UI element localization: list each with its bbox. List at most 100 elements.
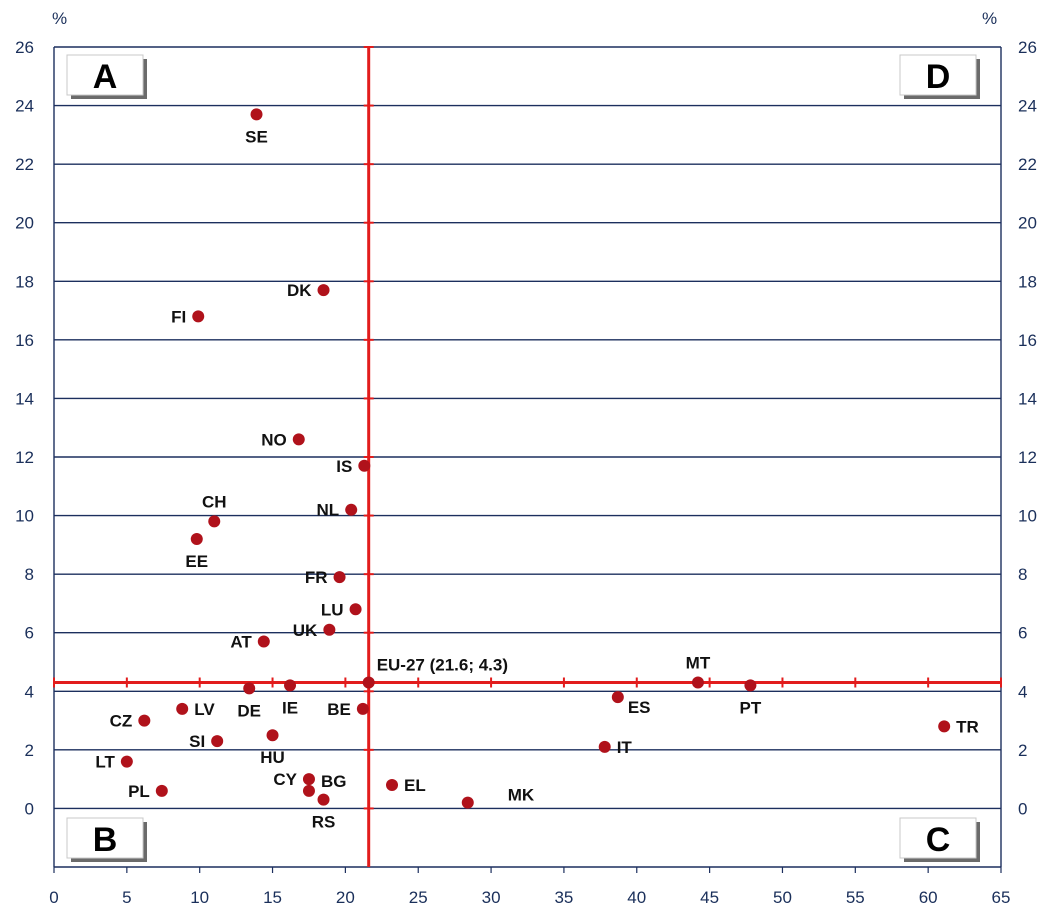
point-rs: RS: [312, 793, 336, 832]
point-marker: [317, 793, 330, 806]
point-ie: IE: [282, 679, 298, 717]
point-pl: PL: [128, 782, 168, 801]
point-at: AT: [230, 633, 270, 652]
point-marker: [176, 702, 189, 715]
point-label: CH: [202, 492, 227, 511]
eu27-point: [362, 676, 375, 689]
point-label: LT: [95, 753, 115, 772]
point-label: NO: [261, 430, 287, 449]
y-tick-left-14: 14: [15, 389, 34, 408]
eu27-label: EU-27 (21.6; 4.3): [377, 656, 508, 675]
x-tick-20: 20: [336, 888, 355, 907]
point-ee: EE: [185, 533, 208, 571]
point-marker: [292, 433, 305, 446]
point-no: NO: [261, 430, 305, 449]
point-uk: UK: [293, 621, 336, 640]
y-tick-right-12: 12: [1018, 448, 1037, 467]
point-pt: PT: [740, 679, 762, 717]
point-label: LU: [321, 600, 344, 619]
x-tick-30: 30: [482, 888, 501, 907]
point-mk: MK: [461, 786, 535, 809]
y-tick-left-22: 22: [15, 155, 34, 174]
point-marker: [938, 720, 951, 733]
y-tick-left-24: 24: [15, 97, 34, 116]
y-unit-left: %: [52, 9, 67, 28]
y-tick-left-2: 2: [25, 741, 34, 760]
point-marker: [691, 676, 704, 689]
point-nl: NL: [317, 501, 358, 520]
x-tick-5: 5: [122, 888, 131, 907]
point-label: DK: [287, 281, 312, 300]
point-marker: [598, 740, 611, 753]
point-label: BG: [321, 772, 347, 791]
quadrant-box: [66, 817, 144, 859]
x-tick-0: 0: [49, 888, 58, 907]
point-marker: [323, 623, 336, 636]
point-cy: CY: [273, 770, 315, 789]
point-label: IS: [336, 457, 352, 476]
point-marker: [358, 459, 371, 472]
quadrant-box: [899, 817, 977, 859]
point-label: PT: [740, 698, 762, 717]
x-tick-35: 35: [554, 888, 573, 907]
point-label: TR: [956, 717, 979, 736]
point-is: IS: [336, 457, 371, 476]
y-tick-left-0: 0: [25, 799, 34, 818]
quadrant-a: A: [66, 54, 147, 99]
y-tick-right-0: 0: [1018, 799, 1027, 818]
point-label: UK: [293, 621, 318, 640]
x-tick-65: 65: [992, 888, 1011, 907]
quadrant-d: D: [899, 54, 980, 99]
point-marker: [302, 773, 315, 786]
point-marker: [138, 714, 151, 727]
point-marker: [257, 635, 270, 648]
point-label: FR: [305, 568, 328, 587]
point-it: IT: [598, 738, 632, 757]
quadrant-box: [899, 54, 977, 96]
point-marker: [386, 779, 399, 791]
x-axis: 0 5 10 15 20 25 30 35 40 45 50 55 60 65: [49, 867, 1010, 907]
point-label: SE: [245, 127, 268, 146]
y-tick-right-8: 8: [1018, 565, 1027, 584]
y-tick-left-20: 20: [15, 214, 34, 233]
point-ch: CH: [202, 492, 227, 528]
y-tick-right-6: 6: [1018, 624, 1027, 643]
quadrant-label: C: [926, 821, 951, 859]
x-tick-60: 60: [919, 888, 938, 907]
point-marker: [250, 108, 263, 121]
y-tick-right-2: 2: [1018, 741, 1027, 760]
point-es: ES: [611, 691, 651, 717]
point-marker: [302, 784, 315, 797]
point-fi: FI: [171, 307, 205, 326]
y-tick-left-12: 12: [15, 448, 34, 467]
x-tick-25: 25: [409, 888, 428, 907]
quadrant-b: B: [66, 817, 147, 862]
quadrant-c: C: [899, 817, 980, 862]
point-label: IE: [282, 698, 298, 717]
point-label: BE: [327, 700, 351, 719]
quadrant-box: [66, 54, 144, 96]
y-tick-left-16: 16: [15, 331, 34, 350]
plot-frame: [53, 47, 1002, 868]
y-tick-left-4: 4: [25, 682, 34, 701]
y-tick-right-4: 4: [1018, 682, 1027, 701]
point-bg: BG: [302, 772, 347, 797]
quadrant-label: B: [93, 821, 118, 859]
point-cz: CZ: [110, 712, 151, 731]
y-tick-left-26: 26: [15, 38, 34, 57]
eu27-reference-lines: EU-27 (21.6; 4.3): [53, 46, 1002, 867]
point-lv: LV: [176, 700, 215, 719]
point-label: AT: [230, 633, 252, 652]
point-label: CY: [273, 770, 297, 789]
point-marker: [243, 682, 256, 695]
y-tick-right-18: 18: [1018, 272, 1037, 291]
point-lu: LU: [321, 600, 362, 619]
point-label: RS: [312, 813, 336, 832]
y-tick-left-10: 10: [15, 507, 34, 526]
point-marker: [356, 702, 369, 715]
point-label: NL: [317, 501, 340, 520]
